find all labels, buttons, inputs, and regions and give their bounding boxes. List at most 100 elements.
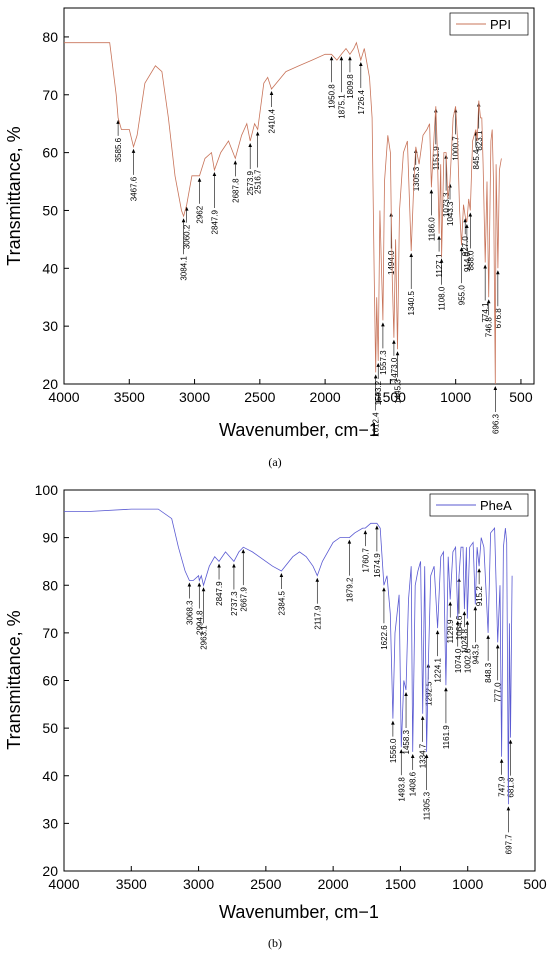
annotation-arrowhead <box>279 572 284 577</box>
peak-label: 696.3 <box>491 413 500 434</box>
annotation-arrowhead <box>486 299 491 304</box>
annotation-arrowhead <box>444 687 448 692</box>
annotation-arrowhead <box>187 582 192 587</box>
y-tick-label: 50 <box>42 202 58 218</box>
peak-label: 1593.2 <box>374 380 383 405</box>
x-tick-label: 3000 <box>179 389 210 405</box>
peak-label: 888.0 <box>466 250 475 271</box>
annotation-arrowhead <box>373 374 378 379</box>
peak-label: 777.0 <box>494 682 503 703</box>
peak-label: 1151.9 <box>432 146 441 170</box>
y-tick-label: 50 <box>42 720 58 736</box>
peak-label: 1445.3 <box>394 379 403 404</box>
axis-ticks: 4000 3500 3000 2500 2000 1500 1000 500 20 30 40 50 6… <box>42 29 532 405</box>
peak-label: 915.2 <box>475 586 484 607</box>
legend: PheA <box>429 493 529 517</box>
annotation-arrowhead <box>424 753 429 758</box>
y-tick-label: 70 <box>42 625 58 641</box>
peak-label: 1612.4 <box>372 412 381 437</box>
y-tick-label: 40 <box>42 260 58 276</box>
annotation-arrowhead <box>348 56 352 61</box>
peak-label: 1493.8 <box>397 777 406 802</box>
annotation-arrowhead <box>376 362 381 367</box>
peak-label: 1674.9 <box>373 553 382 578</box>
annotation-arrowhead <box>197 177 202 182</box>
y-tick-label: 20 <box>42 376 58 392</box>
annotation-arrowhead <box>347 539 352 544</box>
annotation-arrowhead <box>255 131 260 136</box>
annotation-arrowhead <box>468 212 473 217</box>
plot-frame <box>63 489 536 872</box>
panel-caption: (b) <box>268 936 282 950</box>
peak-label: 2847.9 <box>210 209 219 234</box>
annotation-arrowhead <box>184 206 189 211</box>
peak-label: 1186.0 <box>427 217 436 241</box>
annotation-arrowhead <box>212 171 217 176</box>
peak-label: 1127.1 <box>435 253 444 277</box>
peak-label: 1064.6 <box>455 615 464 640</box>
annotation-arrowhead <box>217 563 221 568</box>
annotation-arrowhead <box>201 587 206 592</box>
annotation-arrowhead <box>329 56 334 61</box>
annotation-arrowhead <box>381 322 385 327</box>
y-tick-label: 80 <box>42 29 58 45</box>
y-tick-label: 40 <box>42 768 58 784</box>
peak-label: 2847.9 <box>215 581 224 606</box>
peak-label: 2994.8 <box>195 610 204 635</box>
x-tick-label: 2000 <box>310 389 341 405</box>
peak-label: 1809.8 <box>346 74 355 99</box>
y-tick-label: 90 <box>42 530 58 546</box>
peak-label: 1760.7 <box>361 548 370 573</box>
annotation-arrowhead <box>197 582 202 587</box>
annotation-arrowhead <box>496 270 500 275</box>
peak-label: 2667.9 <box>239 587 248 612</box>
peak-label: 1556.0 <box>389 738 398 763</box>
legend: PPI <box>449 12 529 36</box>
peak-label: 3068.3 <box>185 600 194 625</box>
peak-label: 848.3 <box>484 662 493 683</box>
peak-label: 1334.7 <box>419 743 428 768</box>
peak-label: 927.0 <box>461 236 470 257</box>
x-tick-label: 1500 <box>385 876 416 892</box>
series-line-ppi <box>64 41 502 385</box>
peak-label: 3060.2 <box>183 224 192 249</box>
peak-label: 1879.2 <box>345 577 354 602</box>
peak-label: 747.9 <box>498 776 507 797</box>
peak-label: 1224.1 <box>434 658 443 683</box>
annotation-arrowhead <box>399 749 404 754</box>
legend-label: PPI <box>490 17 511 32</box>
annotation-arrowhead <box>508 739 513 744</box>
annotation-arrowhead <box>465 224 469 229</box>
peak-label: 943.5 <box>471 644 480 665</box>
y-tick-label: 20 <box>42 863 58 879</box>
peak-label: 1073.3 <box>442 192 451 217</box>
annotation-arrowhead <box>181 218 186 223</box>
y-tick-label: 30 <box>42 815 58 831</box>
x-tick-label: 1000 <box>452 876 483 892</box>
x-tick-label: 3500 <box>114 389 145 405</box>
chart-panel-phea: 4000 3500 3000 2500 2000 1500 1000 500 20 30 40 50 6… <box>4 482 547 950</box>
annotation-arrowhead <box>339 56 344 61</box>
annotation-arrowhead <box>232 563 236 568</box>
peak-label: 1622.6 <box>380 625 389 650</box>
x-tick-label: 2000 <box>318 876 349 892</box>
peak-label: 2573.9 <box>246 170 255 195</box>
peak-label: 1043.3 <box>446 201 455 226</box>
annotation-arrowhead <box>395 351 400 356</box>
annotation-arrowhead <box>404 692 408 697</box>
x-tick-label: 500 <box>523 876 547 892</box>
annotation-arrowhead <box>499 758 504 763</box>
peak-label: 1458.3 <box>402 729 411 754</box>
y-tick-label: 30 <box>42 318 58 334</box>
peak-label: 1473.0 <box>390 357 399 382</box>
annotation-arrowhead <box>473 606 478 611</box>
x-tick-label: 500 <box>509 389 533 405</box>
peak-label: 1292.5 <box>424 681 433 706</box>
peak-label: 1305.3 <box>412 166 421 191</box>
annotation-arrowhead <box>131 148 136 153</box>
peak-label: 1950.8 <box>328 84 337 109</box>
x-tick-label: 2500 <box>250 876 281 892</box>
peak-label: 914.0 <box>463 251 472 272</box>
